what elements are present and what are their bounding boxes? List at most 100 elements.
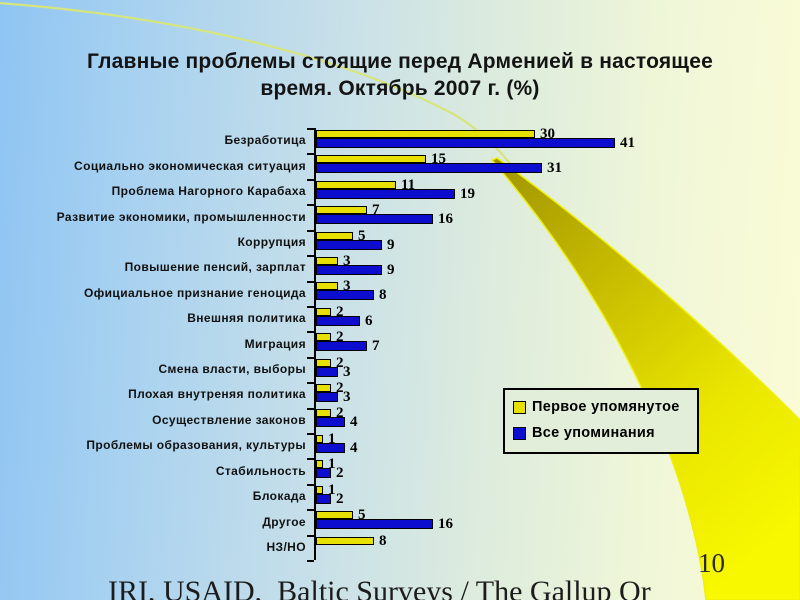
- tick-mark: [307, 382, 314, 385]
- value-label: 2: [336, 465, 344, 482]
- tick-mark: [307, 331, 314, 334]
- tick-mark: [307, 356, 314, 359]
- tick-mark: [307, 433, 314, 436]
- value-label: 1: [328, 481, 336, 498]
- category-label: Официальное признание геноцида: [84, 285, 306, 300]
- tick-mark: [307, 305, 314, 308]
- category-label: Повышение пенсий, зарплат: [124, 260, 306, 275]
- value-label: 16: [438, 516, 453, 533]
- tick-mark: [307, 483, 314, 486]
- chart-row: Повышение пенсий, зарплат 3 9: [60, 253, 760, 280]
- value-label: 4: [350, 414, 358, 431]
- bar-first-mentioned: [316, 511, 353, 520]
- value-label: 41: [620, 135, 635, 151]
- chart-row: Безработица 30 41: [60, 126, 760, 153]
- chart-row: Стабильность 1 2: [60, 456, 760, 483]
- bar-all-mentions: [316, 341, 367, 352]
- tick-mark: [307, 204, 314, 207]
- bar-chart: Безработица 30 41 Социально экономическая с…: [56, 126, 760, 563]
- tick-mark: [307, 458, 314, 461]
- bar-all-mentions: [316, 392, 338, 403]
- legend-swatch-all-mentions: [513, 426, 526, 440]
- chart-row: Осуществление законов 2 4: [60, 405, 760, 432]
- chart-row: Блокада 1 2: [60, 481, 760, 509]
- source-text: IRI, USAID, Baltic Surveys / The Gallup …: [108, 575, 651, 600]
- bar-all-mentions: [316, 265, 382, 276]
- category-label: Коррупция: [237, 235, 306, 250]
- chart-row: Официальное признание геноцида 3 8: [60, 279, 760, 305]
- page-title: Главные проблемы стоящие перед Арменией …: [87, 50, 713, 101]
- value-label: 16: [438, 211, 453, 228]
- bar-first-mentioned: [316, 155, 426, 164]
- category-label: Внешняя политика: [187, 311, 306, 326]
- value-label: 4: [350, 439, 358, 456]
- legend: Первое упомянутое Все упоминания: [503, 388, 699, 454]
- category-label: Безработица: [224, 133, 306, 148]
- value-label: 5: [358, 507, 366, 524]
- bar-all-mentions: [316, 188, 455, 199]
- value-label: 30: [540, 126, 555, 142]
- value-label: 9: [387, 262, 395, 279]
- category-label: НЗ/НО: [266, 539, 306, 554]
- value-label: 3: [343, 253, 351, 270]
- value-label: 5: [358, 227, 366, 244]
- chart-row: Социально экономическая ситуация 15 31: [60, 152, 760, 178]
- axis-line: [314, 128, 316, 560]
- bar-first-mentioned: [316, 307, 331, 316]
- bar-first-mentioned: [316, 206, 367, 215]
- legend-item-first-mentioned: Первое упомянутое: [513, 399, 697, 415]
- chart-row: Плохая внутреняя политика 2 3: [60, 381, 760, 407]
- value-label: 1: [328, 430, 336, 447]
- tick-mark: [307, 534, 314, 537]
- value-label: 9: [387, 236, 395, 253]
- tick-mark: [307, 407, 314, 410]
- bar-first-mentioned: [316, 409, 331, 418]
- bar-first-mentioned: [316, 485, 323, 494]
- bar-first-mentioned: [316, 536, 374, 545]
- bar-all-mentions: [316, 468, 331, 479]
- legend-label-first-mentioned: Первое упомянутое: [532, 399, 680, 415]
- chart-row: Смена власти, выборы 2 3: [60, 354, 760, 382]
- bar-all-mentions: [316, 163, 542, 174]
- chart-row: Миграция 2 7: [60, 330, 760, 356]
- value-label: 1: [328, 456, 336, 473]
- bar-first-mentioned: [316, 282, 338, 291]
- bar-all-mentions: [316, 315, 360, 326]
- value-label: 7: [372, 338, 380, 355]
- category-label: Развитие экономики, промышленности: [56, 209, 306, 224]
- tick-mark: [307, 153, 314, 156]
- tick-mark: [307, 280, 314, 283]
- bar-first-mentioned: [316, 358, 331, 367]
- tick-mark: [307, 128, 314, 130]
- value-label: 6: [365, 312, 373, 329]
- legend-label-all-mentions: Все упоминания: [532, 425, 655, 441]
- bar-all-mentions: [316, 138, 615, 148]
- category-label: Миграция: [244, 336, 306, 351]
- value-label: 2: [336, 354, 344, 371]
- page-number: 10: [698, 548, 725, 578]
- value-label: 19: [460, 185, 475, 202]
- category-label: Социально экономическая ситуация: [74, 158, 306, 173]
- value-label: 2: [336, 405, 344, 422]
- value-label: 7: [372, 202, 380, 219]
- bar-all-mentions: [316, 214, 433, 225]
- value-label: 8: [379, 532, 387, 549]
- chart-row: Другое 5 16: [60, 507, 760, 534]
- legend-swatch-first-mentioned: [513, 400, 526, 414]
- legend-item-all-mentions: Все упоминания: [513, 425, 697, 441]
- bar-all-mentions: [316, 442, 345, 453]
- tick-mark: [307, 229, 314, 232]
- value-label: 2: [336, 303, 344, 320]
- category-label: Плохая внутреняя политика: [128, 387, 306, 402]
- chart-row: НЗ/НО 8: [60, 532, 760, 560]
- value-label: 3: [343, 389, 351, 406]
- tick-mark: [307, 509, 314, 512]
- category-label: Смена власти, выборы: [158, 362, 306, 377]
- value-label: 3: [343, 363, 351, 380]
- bar-first-mentioned: [316, 333, 331, 342]
- category-label: Стабильность: [215, 463, 306, 478]
- category-label: Другое: [262, 514, 306, 529]
- tick-mark: [307, 255, 314, 258]
- bar-first-mentioned: [316, 180, 396, 189]
